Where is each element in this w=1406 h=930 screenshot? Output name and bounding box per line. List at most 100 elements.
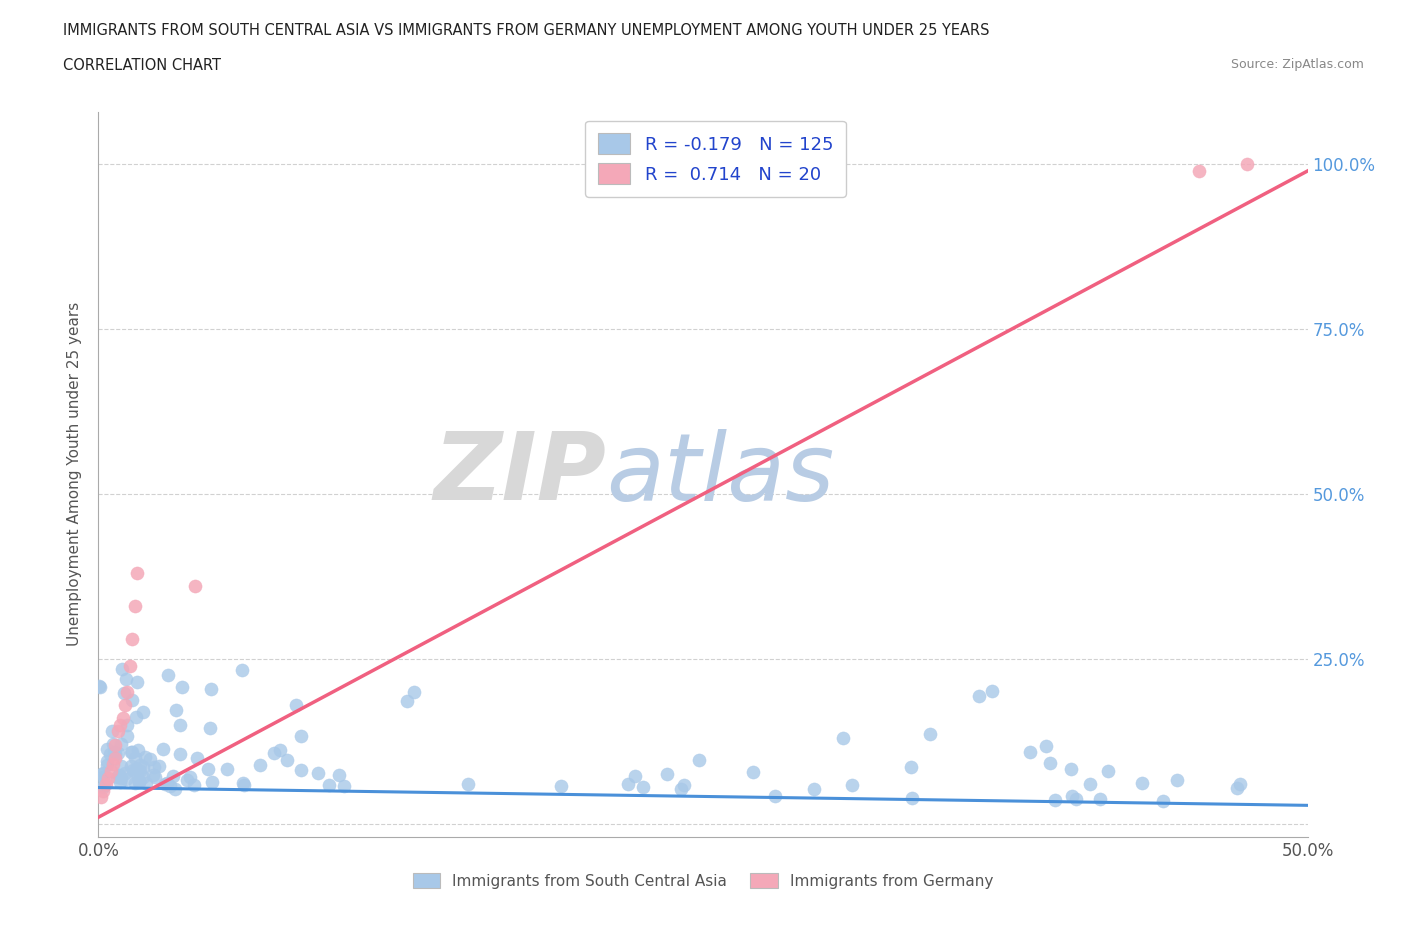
Point bbox=[332, 779, 354, 794]
Point bbox=[124, 762, 146, 777]
Point bbox=[655, 766, 678, 781]
Point bbox=[125, 675, 148, 690]
Point bbox=[96, 754, 118, 769]
Point bbox=[179, 769, 201, 784]
Point bbox=[148, 758, 170, 773]
Point bbox=[688, 752, 710, 767]
Point bbox=[184, 579, 207, 594]
Point bbox=[143, 769, 166, 784]
Point bbox=[156, 776, 179, 790]
Point bbox=[217, 762, 239, 777]
Point bbox=[159, 778, 181, 793]
Point bbox=[121, 745, 143, 760]
Point bbox=[1166, 773, 1188, 788]
Point bbox=[91, 766, 114, 781]
Point bbox=[200, 682, 222, 697]
Point bbox=[1039, 756, 1062, 771]
Point bbox=[100, 764, 122, 778]
Point bbox=[671, 782, 693, 797]
Point bbox=[1229, 777, 1251, 791]
Point bbox=[118, 658, 141, 673]
Point bbox=[124, 599, 146, 614]
Point bbox=[115, 772, 138, 787]
Point bbox=[249, 758, 271, 773]
Point bbox=[132, 759, 155, 774]
Point bbox=[169, 718, 191, 733]
Point bbox=[104, 751, 127, 765]
Point bbox=[115, 718, 138, 733]
Point bbox=[307, 765, 329, 780]
Point bbox=[172, 680, 194, 695]
Point bbox=[115, 671, 138, 686]
Point bbox=[290, 729, 312, 744]
Point bbox=[197, 762, 219, 777]
Point bbox=[117, 729, 139, 744]
Point bbox=[90, 790, 112, 804]
Point bbox=[107, 746, 129, 761]
Point bbox=[981, 684, 1004, 698]
Point bbox=[1226, 780, 1249, 795]
Point bbox=[1035, 738, 1057, 753]
Point bbox=[91, 779, 114, 794]
Point bbox=[232, 777, 254, 792]
Point bbox=[1097, 764, 1119, 778]
Point bbox=[97, 770, 120, 785]
Point bbox=[114, 698, 136, 712]
Point bbox=[87, 679, 110, 694]
Point bbox=[457, 777, 479, 791]
Point bbox=[633, 780, 655, 795]
Point bbox=[142, 760, 165, 775]
Point bbox=[101, 724, 124, 738]
Point bbox=[110, 759, 132, 774]
Point bbox=[1236, 157, 1258, 172]
Point bbox=[232, 776, 254, 790]
Point bbox=[290, 763, 312, 777]
Point bbox=[127, 565, 149, 580]
Point bbox=[1152, 793, 1174, 808]
Point bbox=[91, 769, 114, 784]
Point bbox=[920, 726, 942, 741]
Point bbox=[742, 764, 765, 779]
Point bbox=[128, 774, 150, 789]
Point bbox=[93, 778, 115, 793]
Point bbox=[128, 773, 150, 788]
Point bbox=[969, 688, 991, 703]
Point bbox=[132, 705, 155, 720]
Point bbox=[121, 693, 143, 708]
Point bbox=[1188, 164, 1211, 179]
Point bbox=[103, 745, 125, 760]
Point bbox=[90, 766, 112, 781]
Point bbox=[101, 757, 124, 772]
Point bbox=[1088, 791, 1111, 806]
Point bbox=[198, 720, 221, 735]
Point bbox=[673, 777, 696, 792]
Point bbox=[104, 737, 127, 752]
Point bbox=[269, 743, 291, 758]
Point bbox=[318, 777, 340, 792]
Point bbox=[110, 737, 132, 751]
Point bbox=[165, 781, 187, 796]
Point bbox=[96, 757, 118, 772]
Point bbox=[110, 770, 132, 785]
Point bbox=[328, 768, 350, 783]
Point bbox=[284, 698, 307, 712]
Point bbox=[129, 758, 152, 773]
Text: IMMIGRANTS FROM SOUTH CENTRAL ASIA VS IMMIGRANTS FROM GERMANY UNEMPLOYMENT AMONG: IMMIGRANTS FROM SOUTH CENTRAL ASIA VS IM… bbox=[63, 23, 990, 38]
Point bbox=[124, 751, 146, 765]
Point bbox=[91, 783, 114, 798]
Point bbox=[100, 747, 122, 762]
Point bbox=[152, 741, 174, 756]
Point bbox=[617, 777, 640, 791]
Point bbox=[165, 702, 187, 717]
Point bbox=[156, 668, 179, 683]
Point bbox=[1130, 776, 1153, 790]
Point bbox=[124, 775, 146, 790]
Point bbox=[623, 768, 645, 783]
Point bbox=[186, 751, 208, 765]
Point bbox=[135, 776, 157, 790]
Point bbox=[125, 766, 148, 781]
Point bbox=[832, 730, 855, 745]
Point bbox=[763, 789, 786, 804]
Text: CORRELATION CHART: CORRELATION CHART bbox=[63, 58, 221, 73]
Point bbox=[550, 779, 572, 794]
